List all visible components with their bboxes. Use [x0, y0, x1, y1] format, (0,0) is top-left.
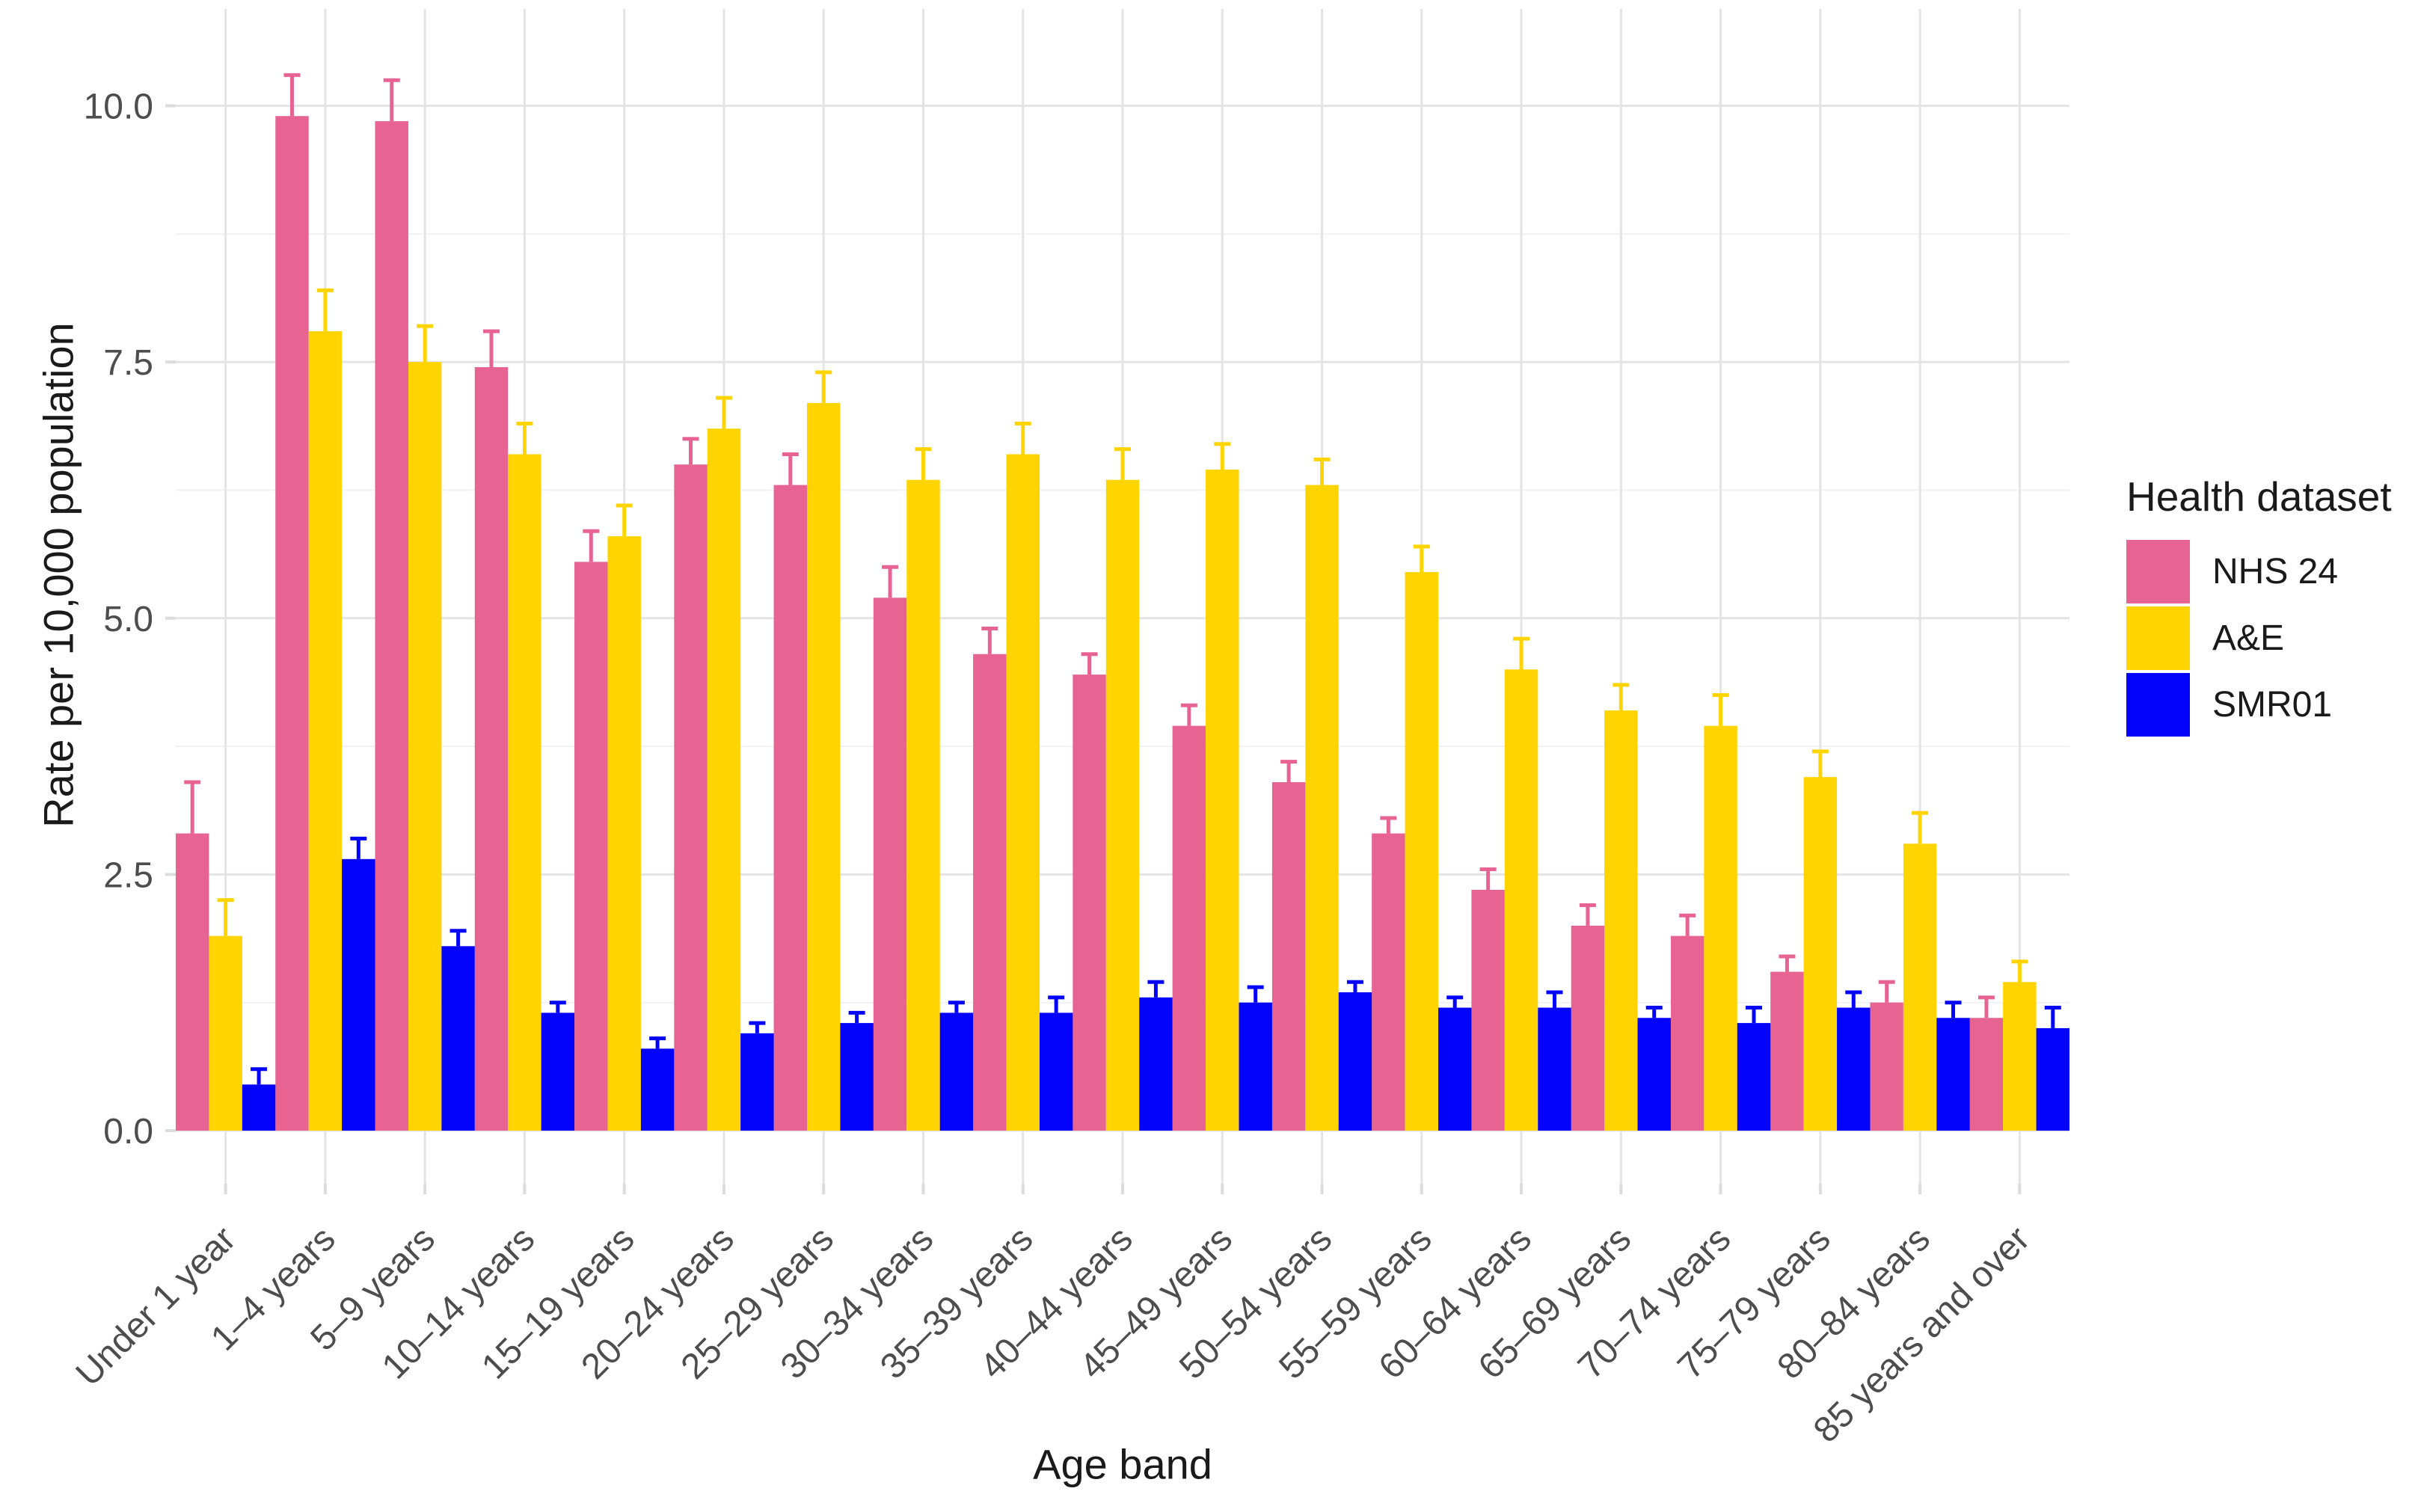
- bar-nhs-24: [474, 366, 509, 1131]
- bar-smr01: [740, 1033, 774, 1131]
- legend-swatch: [2126, 540, 2190, 603]
- bar-a-e: [1604, 710, 1638, 1131]
- bar-smr01: [1438, 1007, 1472, 1131]
- bar-nhs-24: [1870, 1002, 1903, 1131]
- bar-nhs-24: [1670, 935, 1704, 1131]
- bar-a-e: [1305, 485, 1339, 1131]
- y-tick-label: 0.0: [103, 1112, 153, 1152]
- bar-smr01: [441, 946, 475, 1131]
- bar-a-e: [1206, 470, 1239, 1131]
- bar-smr01: [1139, 997, 1173, 1131]
- bar-a-e: [1405, 572, 1438, 1131]
- bar-nhs-24: [1969, 1018, 2004, 1131]
- bar-nhs-24: [574, 562, 608, 1131]
- bar-smr01: [1538, 1007, 1571, 1131]
- x-tick-label: Under 1 year: [69, 1219, 244, 1394]
- bar-nhs-24: [873, 597, 907, 1131]
- legend-items: NHS 24 A&E SMR01: [2126, 540, 2392, 737]
- bar-a-e: [1903, 843, 1937, 1131]
- bar-a-e: [2003, 982, 2037, 1131]
- bar-smr01: [1837, 1007, 1871, 1131]
- bar-smr01: [1936, 1018, 1970, 1131]
- bar-a-e: [707, 428, 741, 1131]
- bar-nhs-24: [773, 485, 807, 1131]
- legend-title: Health dataset: [2126, 473, 2392, 520]
- bar-a-e: [1105, 479, 1140, 1131]
- legend-label: A&E: [2212, 618, 2285, 658]
- legend-swatch: [2126, 606, 2190, 670]
- bar-smr01: [939, 1012, 974, 1131]
- y-tick-label: 7.5: [103, 343, 153, 383]
- bar-nhs-24: [176, 833, 209, 1131]
- bar-smr01: [541, 1012, 575, 1131]
- bar-a-e: [408, 362, 442, 1131]
- bar-a-e: [1803, 777, 1838, 1131]
- bar-nhs-24: [973, 654, 1007, 1131]
- bar-a-e: [906, 479, 940, 1131]
- x-axis-title: Age band: [1033, 1440, 1212, 1488]
- bar-a-e: [607, 536, 641, 1131]
- legend-label: NHS 24: [2212, 552, 2339, 591]
- bar-nhs-24: [275, 116, 309, 1131]
- y-tick-label: 5.0: [103, 600, 153, 639]
- legend-label: SMR01: [2212, 685, 2333, 725]
- y-axis-title: Rate per 10,000 population: [34, 322, 82, 828]
- legend: Health dataset NHS 24 A&E SMR01: [2126, 473, 2392, 740]
- bar-smr01: [342, 858, 375, 1131]
- bar-nhs-24: [1372, 833, 1405, 1131]
- bar-nhs-24: [375, 121, 408, 1131]
- bar-smr01: [1737, 1023, 1771, 1131]
- bar-a-e: [1006, 454, 1040, 1131]
- bar-smr01: [1039, 1012, 1073, 1131]
- bar-smr01: [1637, 1018, 1671, 1131]
- bar-nhs-24: [1770, 971, 1804, 1131]
- legend-item-a-e: A&E: [2126, 606, 2392, 670]
- bar-smr01: [1338, 992, 1372, 1131]
- bar-nhs-24: [1073, 674, 1106, 1131]
- bar-nhs-24: [1471, 889, 1505, 1131]
- bar-a-e: [508, 454, 541, 1131]
- bar-a-e: [308, 331, 343, 1131]
- bar-nhs-24: [1571, 925, 1605, 1131]
- bar-a-e: [807, 402, 841, 1131]
- bar-smr01: [242, 1084, 276, 1131]
- bar-a-e: [1704, 725, 1737, 1131]
- legend-swatch: [2126, 673, 2190, 737]
- y-tick-label: 10.0: [84, 87, 153, 127]
- bar-smr01: [640, 1048, 675, 1131]
- bar-nhs-24: [1172, 725, 1206, 1131]
- bar-smr01: [840, 1023, 874, 1131]
- bar-a-e: [1504, 669, 1538, 1131]
- bar-a-e: [209, 935, 242, 1131]
- legend-item-smr01: SMR01: [2126, 673, 2392, 737]
- bar-smr01: [1239, 1002, 1272, 1131]
- y-tick-label: 2.5: [103, 855, 153, 895]
- bar-nhs-24: [1271, 782, 1306, 1131]
- bar-nhs-24: [674, 464, 708, 1131]
- legend-item-nhs-24: NHS 24: [2126, 540, 2392, 603]
- bar-smr01: [2036, 1027, 2069, 1131]
